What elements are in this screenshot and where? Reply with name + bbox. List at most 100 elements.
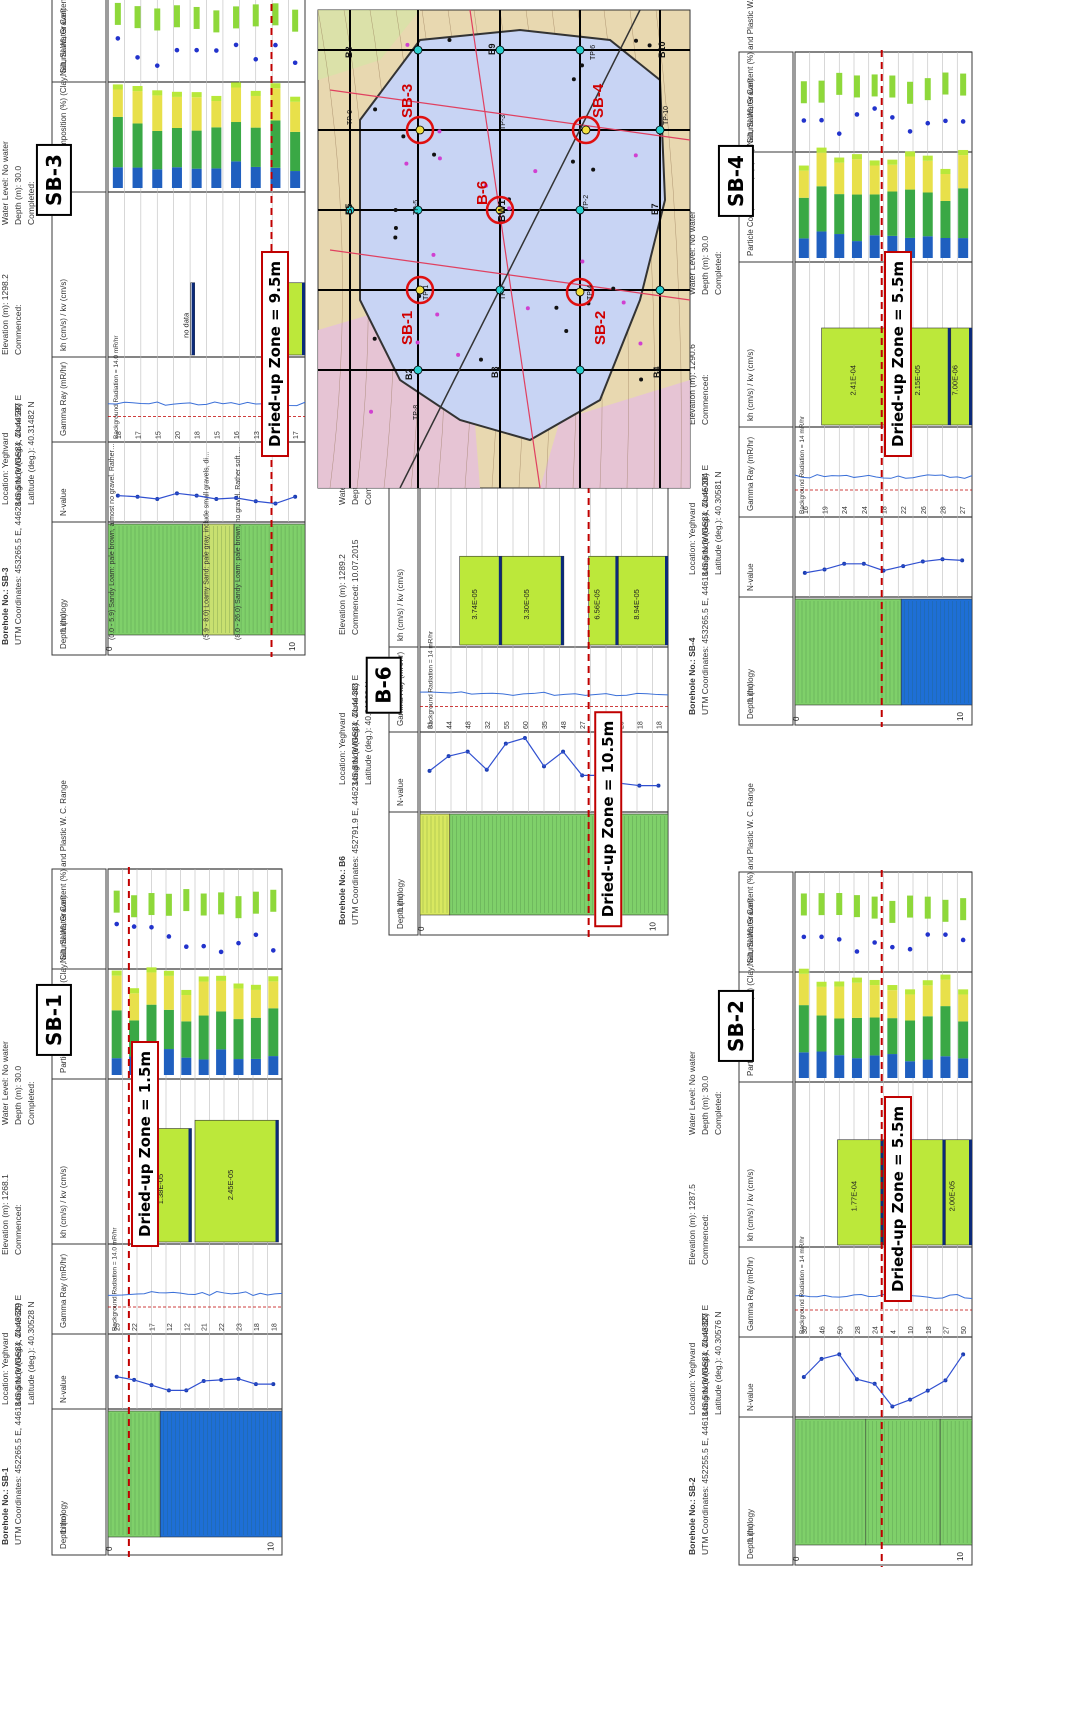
map-label: B10 xyxy=(657,41,667,58)
sb2-nvalue-label: 28 xyxy=(855,1326,862,1334)
sb2-header-line: Completed: xyxy=(713,1092,723,1135)
sb1-composition-segment xyxy=(216,1011,227,1050)
sb3-lithology-unit xyxy=(202,523,235,636)
sb4-composition-segment xyxy=(798,238,809,258)
borehole-point xyxy=(415,285,425,295)
sb3-nvalue-label: 20 xyxy=(175,431,182,439)
sb3-composition-segment xyxy=(290,131,301,172)
sb2-composition-segment xyxy=(851,982,862,1018)
sb1-composition-segment xyxy=(181,1021,192,1058)
sb1-composition-segment xyxy=(250,1017,261,1059)
sb3-composition-segment xyxy=(132,85,143,92)
sb3-composition-segment xyxy=(112,167,123,188)
sb4-composition-segment xyxy=(798,197,809,239)
sb1-header-line: Depth (m): 30.0 xyxy=(13,1066,23,1125)
sb2-column-title: N-value xyxy=(746,1383,755,1411)
sb3-column-title: Depth (m) xyxy=(59,613,68,649)
sb4-column-title: N-value xyxy=(746,563,755,591)
sb1-composition-segment xyxy=(163,970,174,976)
sb2-kv-bar xyxy=(969,1139,972,1245)
map-sample-point xyxy=(393,208,398,213)
map-sample-point xyxy=(621,300,626,305)
sb3-header-line: Borehole No.: SB-3 xyxy=(0,567,10,645)
sb3-log: Borehole No.: SB-3 UTM Coordinates: 45326… xyxy=(0,0,306,657)
sb4-composition-segment xyxy=(905,151,916,157)
sb1-composition-segment xyxy=(250,984,261,990)
sb4-k-label: 7.00E-06 xyxy=(950,365,959,395)
sb1-water-content-point xyxy=(236,940,241,946)
b6-nvalue-label: 32 xyxy=(485,721,492,729)
b6-header-line: Commenced: 10.07.2015 xyxy=(350,539,360,635)
sb1-header-band xyxy=(51,868,107,1556)
sb2-plastic-range xyxy=(853,895,860,918)
sb2-plastic-range xyxy=(800,893,807,916)
sb2-driedup-label: Dried-up Zone = 5.5m xyxy=(884,1095,913,1303)
sb4-nvalue-label: 24 xyxy=(842,506,849,514)
sb4-nvalue-label: 16 xyxy=(803,506,810,514)
sb3-water-content-point xyxy=(253,56,259,62)
sb4-composition-segment xyxy=(816,147,827,153)
sb3-composition-segment xyxy=(290,96,301,102)
map-label: TP-3 xyxy=(500,115,507,130)
sb2-plastic-range xyxy=(924,896,931,919)
sb4-composition-segment xyxy=(905,156,916,190)
sb1-composition-segment xyxy=(129,993,140,1021)
borehole-circle xyxy=(565,277,595,307)
sb2-label: SB-2 xyxy=(717,990,754,1062)
sb1-header-line: Longitude (deg.): 44.43629 E xyxy=(13,1295,23,1405)
sb3-lithology-unit xyxy=(107,523,203,636)
sb1-lithology-unit xyxy=(107,1410,161,1538)
sb2-column-title: Particle Composition (%) (Clay, Silt, Sa… xyxy=(746,898,755,1076)
sb2-composition-segment xyxy=(851,1017,862,1059)
b6-k-label: 3.30E-05 xyxy=(522,589,531,619)
sb4-driedup-label: Dried-up Zone = 5.5m xyxy=(884,250,913,458)
borehole-point xyxy=(581,125,591,135)
sb2-composition-segment xyxy=(958,989,969,995)
map-label: B4 xyxy=(652,366,662,378)
map-sample-point xyxy=(478,357,483,362)
sb1-plastic-range xyxy=(270,889,277,912)
sb2-plastic-range xyxy=(942,899,949,922)
sb1-water-content-point xyxy=(201,943,206,949)
b6-column-title: kh (cm/s) / kv (cm/s) xyxy=(396,569,405,641)
sb3-driedup-label: Dried-up Zone = 9.5m xyxy=(261,250,290,458)
sb2-composition-segment xyxy=(834,1018,845,1056)
sb2-composition-segment xyxy=(905,1061,916,1078)
sb4-label: SB-4 xyxy=(717,145,754,217)
sb2-log: Borehole No.: SB-2 UTM Coordinates: 45225… xyxy=(687,783,973,1567)
sb4-water-content-point xyxy=(819,117,824,123)
sb3-composition-segment xyxy=(231,161,242,188)
sb1-water-content-point xyxy=(253,932,259,938)
sb3-composition-segment xyxy=(171,167,182,188)
sb4-depth-tick: 0 xyxy=(792,716,801,721)
map-sample-point xyxy=(533,169,538,174)
sb2-header-line: Depth (m): 30.0 xyxy=(700,1076,710,1135)
sb1-composition-segment xyxy=(111,970,122,976)
sb2-composition-segment xyxy=(816,1051,827,1078)
borehole-logs: Borehole No.: SB-3 UTM Coordinates: 45326… xyxy=(0,0,973,1567)
sb3-nvalue-label: 15 xyxy=(155,431,162,439)
sb3-lithology-text: (5.9 - 8.0) Loamy Sand: pale gray, inclu… xyxy=(204,451,211,640)
map-label: TP-8 xyxy=(413,405,420,420)
sb1-composition-segment xyxy=(268,976,279,982)
sb2-header: Borehole No.: SB-2 UTM Coordinates: 45225… xyxy=(687,1051,723,1555)
sb2-kv-bar xyxy=(942,1139,946,1245)
sb4-header-line: UTM Coordinates: 453265.5 E, 4461845.5 N… xyxy=(700,473,710,715)
sb4-composition-segment xyxy=(887,235,898,258)
sb1-plastic-range xyxy=(148,893,155,916)
sb1-nvalue-label: 22 xyxy=(219,1323,226,1331)
sb1-column-title: Gamma Ray (mR/hr) xyxy=(59,1253,68,1328)
map-sample-point xyxy=(432,152,437,157)
sb4-water-content-point xyxy=(801,118,807,123)
sb4-lithology-unit xyxy=(900,598,973,706)
sb1-column-title: Lithology xyxy=(59,1501,68,1533)
sb3-plastic-range xyxy=(292,9,299,32)
sb4-gamma-bg-label: Background Radiation = 14 mR/hr xyxy=(799,415,806,514)
b6-nvalue-label: 44 xyxy=(447,721,454,729)
sb1-header-line: Latitude (deg.): 40.30528 N xyxy=(26,1302,36,1406)
sb2-header-line: Water Level: No water xyxy=(687,1051,697,1135)
sb4-composition-segment xyxy=(834,234,845,258)
sb4-composition-segment xyxy=(958,155,969,189)
map-test-pit-point xyxy=(495,285,505,295)
sb2-composition-segment xyxy=(940,979,951,1007)
